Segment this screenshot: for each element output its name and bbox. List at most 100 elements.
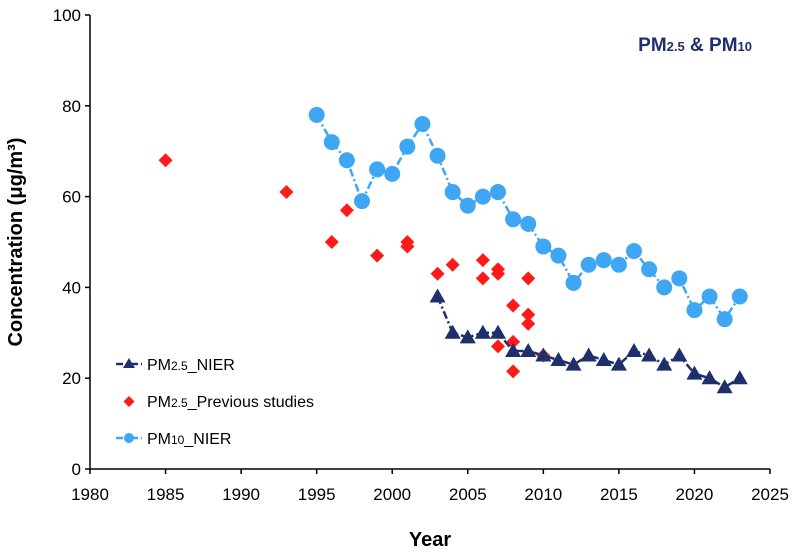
legend: PM2.5_NIER PM2.5_Previous studies PM10_N…	[116, 357, 314, 448]
x-tick-label: 2025	[751, 485, 789, 504]
legend-label-pm25-nier: PM2.5_NIER	[147, 357, 235, 374]
x-tick-label: 1995	[298, 485, 336, 504]
legend-circle-icon	[124, 433, 134, 443]
data-point-pm25_previous	[491, 339, 505, 354]
x-tick-label: 1985	[147, 485, 185, 504]
data-point-pm25_nier	[701, 370, 718, 385]
data-point-pm10_nier	[369, 161, 386, 178]
y-tick-label: 100	[53, 6, 81, 25]
data-point-pm25_previous	[158, 153, 173, 168]
axes: 1980 1985 1990 1995 2000 2005 2010 2015 2020 2025…	[53, 6, 789, 504]
data-point-pm25_nier	[490, 324, 506, 339]
data-point-pm25_previous	[475, 253, 490, 268]
data-point-pm25_previous	[279, 185, 294, 200]
data-point-pm10_nier	[671, 270, 688, 287]
legend-label-pm10-nier: PM10_NIER	[147, 431, 231, 448]
chart-title: PM2.5 & PM10	[638, 35, 752, 56]
data-point-pm10_nier	[505, 211, 522, 228]
data-point-pm10_nier	[338, 152, 355, 169]
data-point-pm10_nier	[399, 138, 416, 155]
data-point-pm25_previous	[324, 235, 339, 249]
data-point-pm25_previous	[430, 266, 445, 281]
series-line-pm25_nier	[436, 295, 741, 389]
data-point-pm25_nier	[595, 352, 612, 367]
data-point-pm10_nier	[580, 256, 597, 273]
legend-item-pm25-previous: PM2.5_Previous studies	[123, 394, 314, 411]
data-point-pm10_nier	[354, 193, 370, 210]
data-point-pm25_nier	[505, 342, 522, 357]
data-point-pm25_previous	[491, 262, 505, 277]
data-point-pm10_nier	[716, 311, 733, 328]
data-point-pm10_nier	[429, 147, 446, 164]
data-point-pm10_nier	[595, 252, 612, 269]
data-point-pm25_nier	[459, 329, 476, 344]
data-point-pm25_previous	[506, 298, 521, 313]
data-point-pm25_nier	[535, 347, 552, 362]
data-point-pm10_nier	[610, 256, 627, 273]
data-point-pm25_nier	[610, 356, 627, 371]
data-point-pm10_nier	[626, 243, 642, 260]
legend-item-pm10-nier: PM10_NIER	[116, 431, 231, 448]
x-tick-label: 1990	[222, 485, 260, 504]
y-tick-label: 0	[72, 460, 81, 479]
data-point-pm25_previous	[445, 257, 460, 272]
data-point-pm25_nier	[444, 324, 461, 339]
data-point-pm25_previous	[521, 271, 536, 286]
legend-item-pm25-nier: PM2.5_NIER	[116, 357, 235, 374]
x-tick-label: 2015	[600, 485, 638, 504]
data-point-pm25_nier	[474, 324, 491, 339]
chart-title-pm10-sub: 10	[738, 39, 752, 54]
data-point-pm10_nier	[459, 197, 476, 214]
data-point-pm25_nier	[656, 356, 673, 371]
data-point-pm10_nier	[656, 279, 673, 296]
chart-title-and-pm10: & PM	[685, 35, 738, 56]
x-tick-label: 2005	[449, 485, 487, 504]
y-tick-label: 80	[62, 97, 81, 116]
data-point-pm25_nier	[580, 347, 597, 362]
data-point-pm10_nier	[641, 261, 658, 278]
chart-title-pm25-sub: 2.5	[667, 39, 685, 54]
data-point-pm25_previous	[400, 235, 415, 249]
data-point-pm25_previous	[521, 316, 536, 331]
series-pm10_nier	[308, 106, 748, 328]
data-point-pm10_nier	[308, 106, 325, 123]
legend-triangle-icon	[123, 358, 135, 368]
data-point-pm10_nier	[323, 134, 340, 151]
legend-diamond-icon	[123, 396, 135, 407]
data-point-pm10_nier	[414, 115, 431, 132]
y-tick-label: 40	[62, 278, 81, 297]
y-axis-title: Concentration (μg/m³)	[5, 138, 27, 347]
data-point-pm25_nier	[641, 347, 658, 362]
x-tick-label: 2010	[524, 485, 562, 504]
x-tick-label: 2000	[373, 485, 411, 504]
x-tick-label: 2020	[676, 485, 714, 504]
y-tick-label: 60	[62, 188, 81, 207]
data-point-pm25_nier	[550, 352, 567, 367]
data-point-pm10_nier	[520, 215, 537, 232]
data-point-pm25_nier	[429, 288, 446, 303]
data-point-pm25_nier	[686, 365, 703, 380]
data-point-pm10_nier	[686, 302, 703, 319]
y-ticks: 0 20 40 60 80 100	[53, 6, 90, 479]
x-ticks: 1980 1985 1990 1995 2000 2005 2010 2015 2020 2025	[71, 469, 789, 504]
data-point-pm25_nier	[716, 379, 733, 394]
legend-label-pm25-previous: PM2.5_Previous studies	[147, 394, 314, 411]
data-point-pm10_nier	[535, 238, 552, 255]
series-layer	[158, 106, 748, 394]
data-point-pm25_previous	[506, 364, 521, 379]
data-point-pm25_previous	[339, 203, 354, 218]
data-point-pm10_nier	[550, 247, 567, 264]
x-axis-title: Year	[409, 529, 451, 551]
y-tick-label: 20	[62, 369, 81, 388]
data-point-pm25_nier	[626, 342, 642, 357]
data-point-pm10_nier	[384, 165, 401, 182]
data-point-pm25_nier	[731, 370, 748, 385]
data-point-pm25_nier	[671, 347, 688, 362]
data-point-pm25_previous	[521, 307, 536, 322]
data-point-pm10_nier	[474, 188, 491, 205]
series-pm25_previous	[158, 153, 551, 379]
chart-title-pm25: PM	[638, 35, 667, 56]
data-point-pm10_nier	[701, 288, 718, 305]
